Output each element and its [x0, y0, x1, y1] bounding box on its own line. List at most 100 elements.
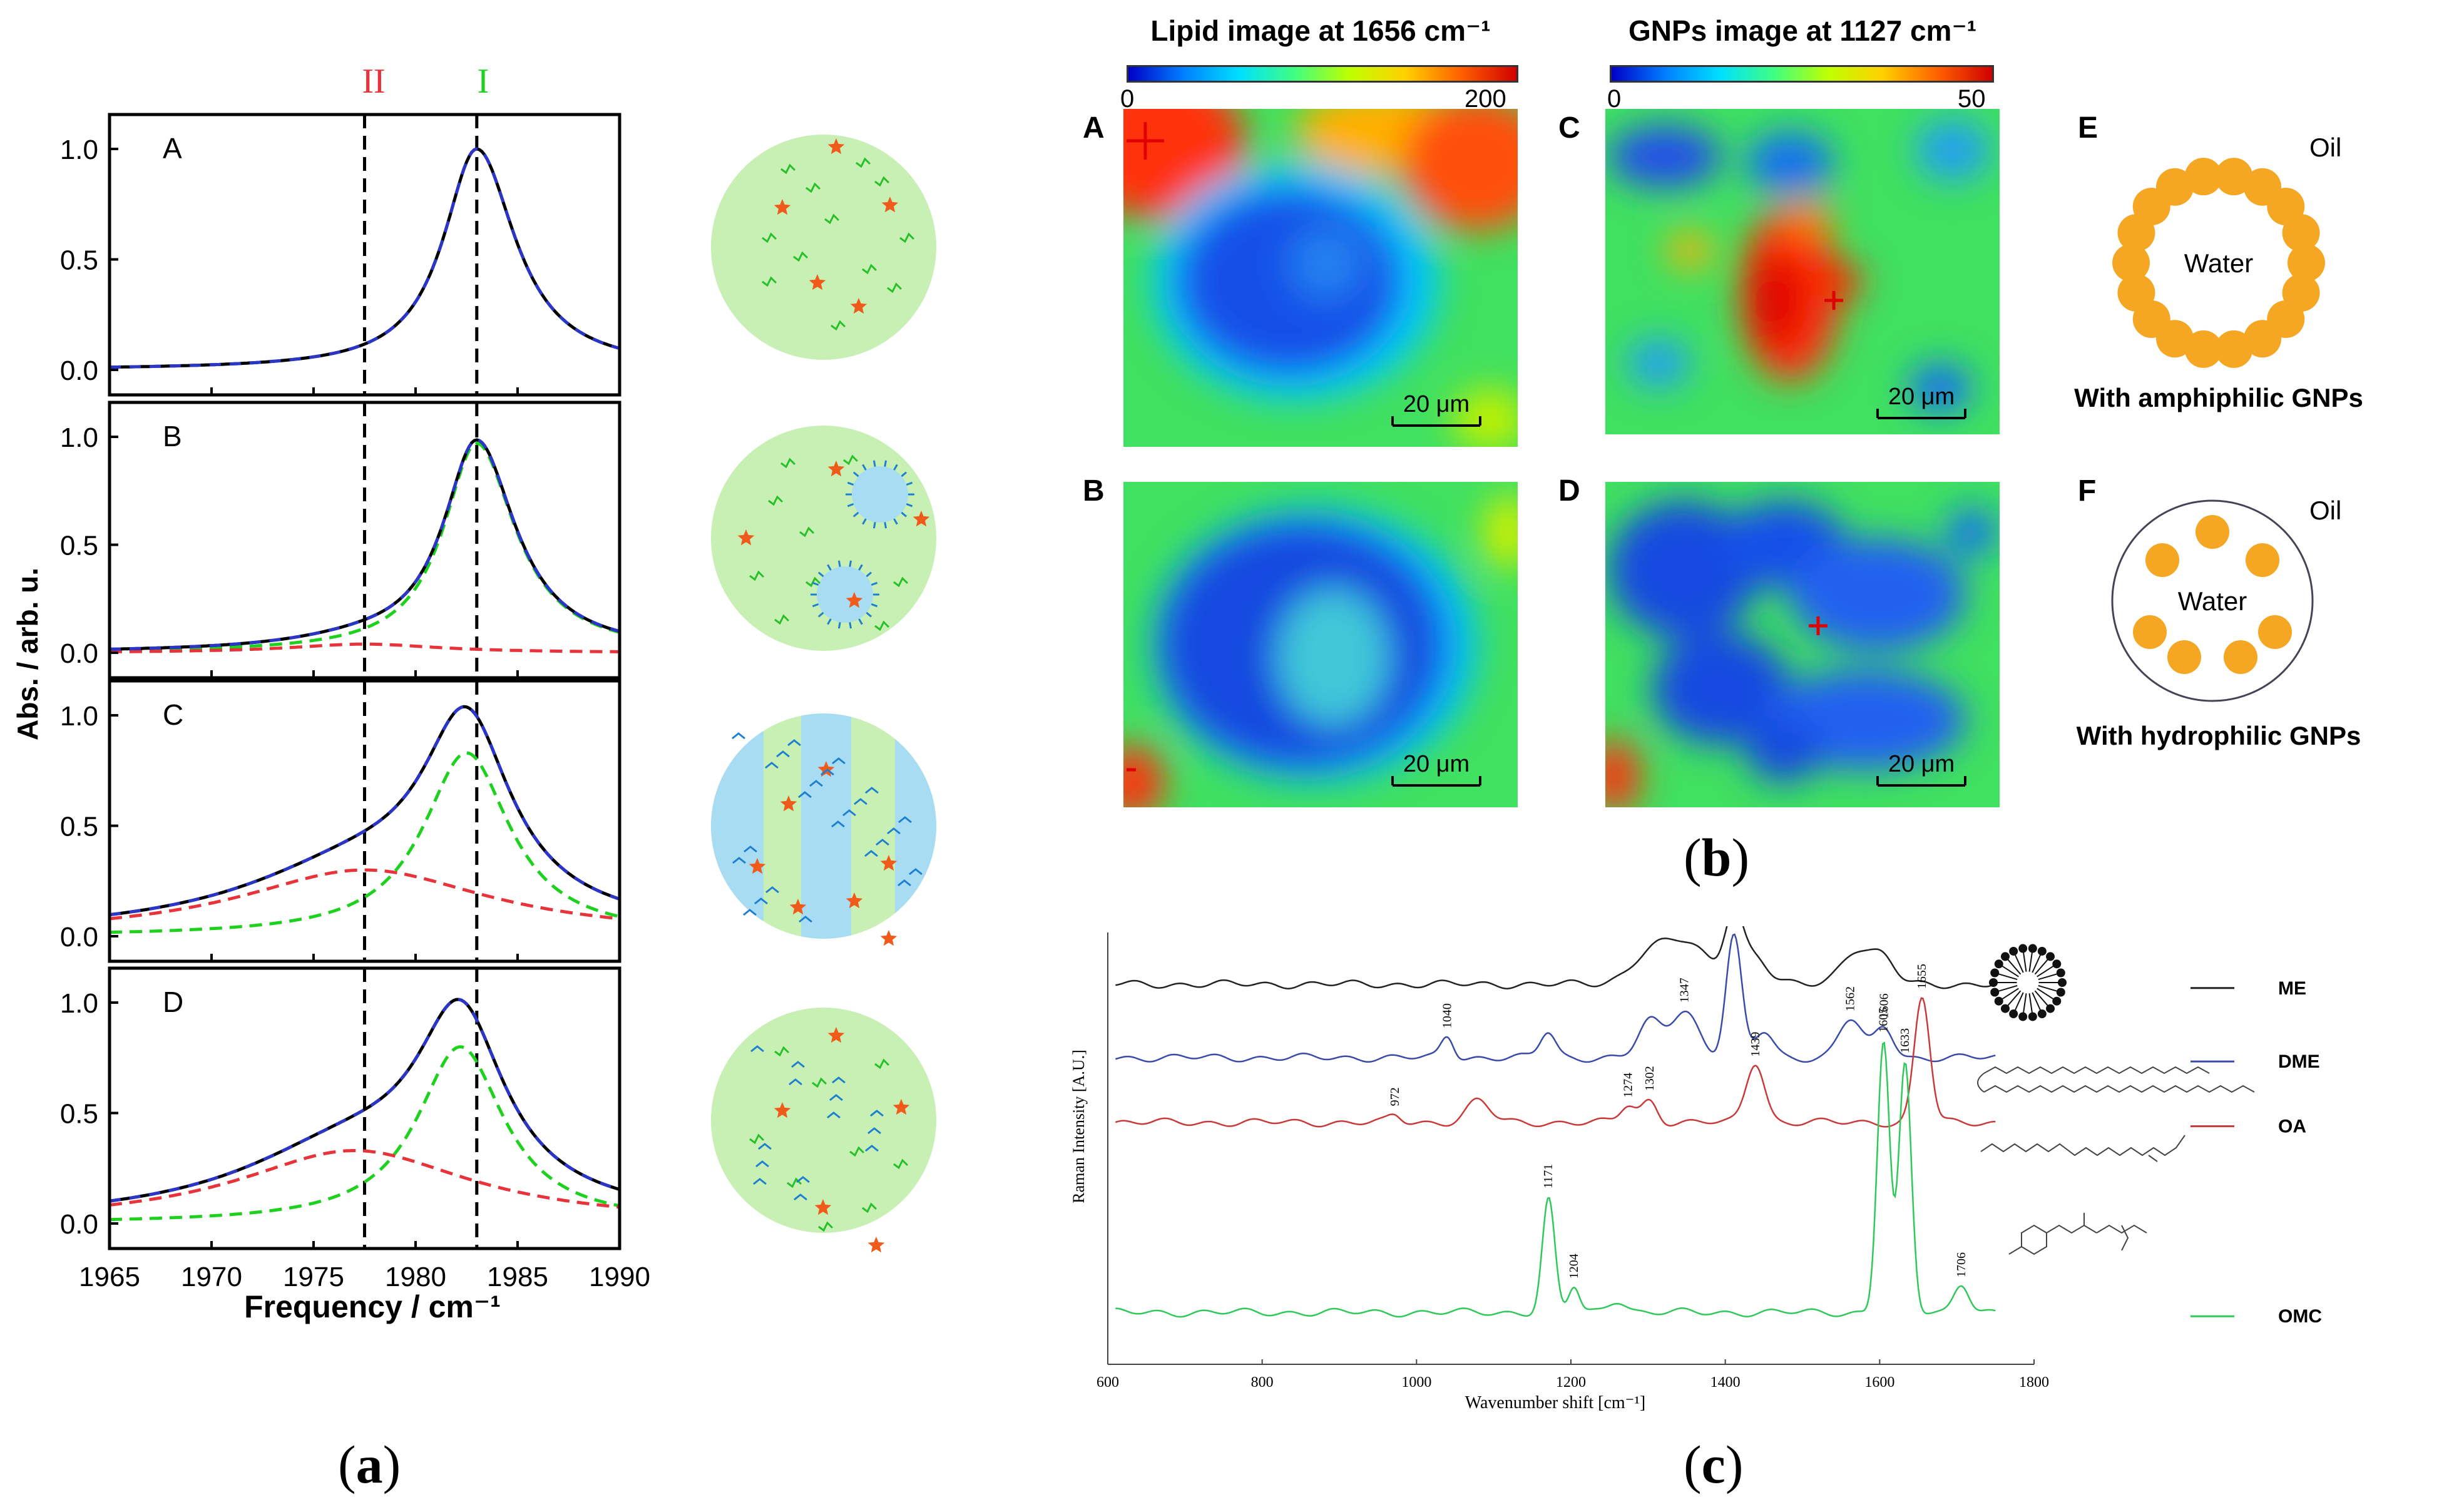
legend-label-OA: OA: [2278, 1116, 2306, 1137]
surfactant-chain: [827, 1111, 841, 1119]
micelle-tail: [2022, 951, 2027, 972]
schematic-circle-D: [711, 1008, 936, 1233]
ytick-label-B: 0.0: [60, 638, 98, 669]
surfactant-mark: [749, 570, 765, 581]
surfactant-chain: [832, 1076, 846, 1084]
gnp-min: 0: [1607, 85, 1622, 113]
axes-frame-B: [108, 401, 621, 680]
fit-total-C: [109, 705, 620, 917]
raman-axes: 600 800 1000 1200 1400 1600 1800: [1097, 932, 2049, 1391]
raman-peak-label: 1439: [1749, 1032, 1762, 1057]
surfactant-tick: [852, 471, 859, 478]
heatmap-label-C: C: [1558, 111, 1580, 145]
star-marker: [774, 199, 791, 215]
schematic-circle-A: [711, 135, 936, 360]
surfactant-tick: [906, 503, 913, 508]
star-marker: [827, 138, 845, 155]
legend-label-OMC: OMC: [2278, 1306, 2322, 1327]
micelle-tail: [2007, 990, 2022, 1007]
raman-peak-label: 1606: [1878, 993, 1891, 1018]
surfactant-tick: [837, 622, 841, 629]
heatmap-label-B: B: [1083, 474, 1105, 508]
lipid-title: Lipid image at 1656 cm⁻¹: [1150, 14, 1491, 47]
surfactant-chain: [897, 879, 911, 887]
surfactant-mark: [799, 526, 815, 538]
fit-red-D: [109, 1149, 620, 1209]
ytick-label-A: 1.0: [60, 135, 98, 165]
ftir-xlabel: Frequency / cm⁻¹: [244, 1289, 501, 1324]
surfactant-tick: [884, 460, 887, 467]
surfactant-tick: [858, 618, 863, 625]
surfactant-mark: [762, 276, 777, 287]
gnp-title: GNPs image at 1127 cm⁻¹: [1628, 14, 1977, 47]
surfactant-chain: [854, 798, 867, 805]
micelle-tail: [1997, 984, 2018, 993]
star-marker: [892, 1099, 910, 1115]
gnp-max: 50: [1958, 85, 1986, 113]
surfactant-tick: [862, 464, 867, 471]
caption-E: With amphiphilic GNPs: [2074, 383, 2363, 412]
surfactant-mark: [893, 1158, 909, 1170]
oa-structure-icon: [1980, 1135, 2185, 1162]
micelle-head: [1994, 996, 2003, 1006]
scale-label-A: 20 μm: [1403, 391, 1470, 417]
surfactant-mark: [893, 576, 909, 588]
heatmap-label-D: D: [1558, 474, 1580, 508]
star-marker: [846, 892, 863, 909]
figure-label-b: (b): [1684, 827, 1750, 887]
surfactant-mark: [780, 163, 796, 175]
panel-letter-A: A: [163, 132, 182, 165]
surfactant-tick: [901, 511, 907, 518]
surfactant-mark: [774, 614, 790, 625]
raman-series-DME: [1115, 933, 1996, 1063]
star-marker: [913, 511, 930, 527]
surfactant-chain: [789, 1078, 802, 1086]
star-marker: [846, 592, 863, 608]
micelle-tail: [2037, 965, 2055, 978]
panel-letter-C: C: [163, 698, 183, 731]
gnp-particle: [2117, 273, 2155, 312]
micelle-tail: [2034, 990, 2049, 1007]
axes-frame-C: [108, 679, 621, 963]
raman-series-ME: [1115, 926, 1996, 989]
vline-label-II: II: [362, 62, 385, 101]
surfactant-chain: [809, 780, 823, 787]
micelle-head: [2028, 1012, 2037, 1021]
fit-red-C: [109, 868, 620, 921]
gnp-particle: [2196, 515, 2229, 549]
gnp-particle: [2112, 244, 2150, 282]
micelle-head: [2052, 996, 2062, 1006]
ytick-label-B: 0.5: [60, 531, 98, 561]
surfactant-chain: [796, 1176, 810, 1183]
ytick-label-C: 1.0: [60, 701, 98, 732]
gnp-particle: [2184, 330, 2222, 368]
omc-structure-icon: [2008, 1213, 2147, 1255]
micelle-icon: [1989, 944, 2067, 1021]
surfactant-chain: [776, 750, 790, 758]
gnp-particle: [2244, 320, 2281, 358]
surfactant-chain: [787, 739, 801, 747]
lipid-colorbar: [1127, 65, 1518, 83]
caption-F: With hydrophilic GNPs: [2077, 721, 2361, 750]
surfactant-tick: [901, 471, 907, 478]
water-label-E: Water: [2184, 248, 2253, 278]
raman-xtick-label: 1000: [1401, 1374, 1431, 1391]
star-marker: [880, 855, 897, 871]
star-marker: [827, 461, 845, 477]
fit-total-B: [110, 438, 620, 651]
micelle-head: [2046, 952, 2055, 961]
surfactant-chain: [831, 820, 845, 828]
star-marker: [780, 795, 797, 812]
surfactant-mark: [831, 320, 846, 331]
micelle-head: [2056, 988, 2065, 997]
raman-peak-label: 1302: [1643, 1066, 1657, 1091]
ytick-label-D: 0.5: [60, 1099, 98, 1130]
fit-total-D: [109, 998, 620, 1203]
surfactant-chain: [842, 809, 856, 817]
micelle-head: [2000, 952, 2010, 961]
axes-frame-D: [108, 966, 621, 1250]
micelle-tail: [2014, 954, 2024, 973]
scale-label-C: 20 μm: [1888, 384, 1955, 410]
surfactant-chain: [909, 868, 923, 876]
emulsion-schematics: E Oil Water With amphiphilic GNPs F Oil …: [2074, 111, 2363, 750]
